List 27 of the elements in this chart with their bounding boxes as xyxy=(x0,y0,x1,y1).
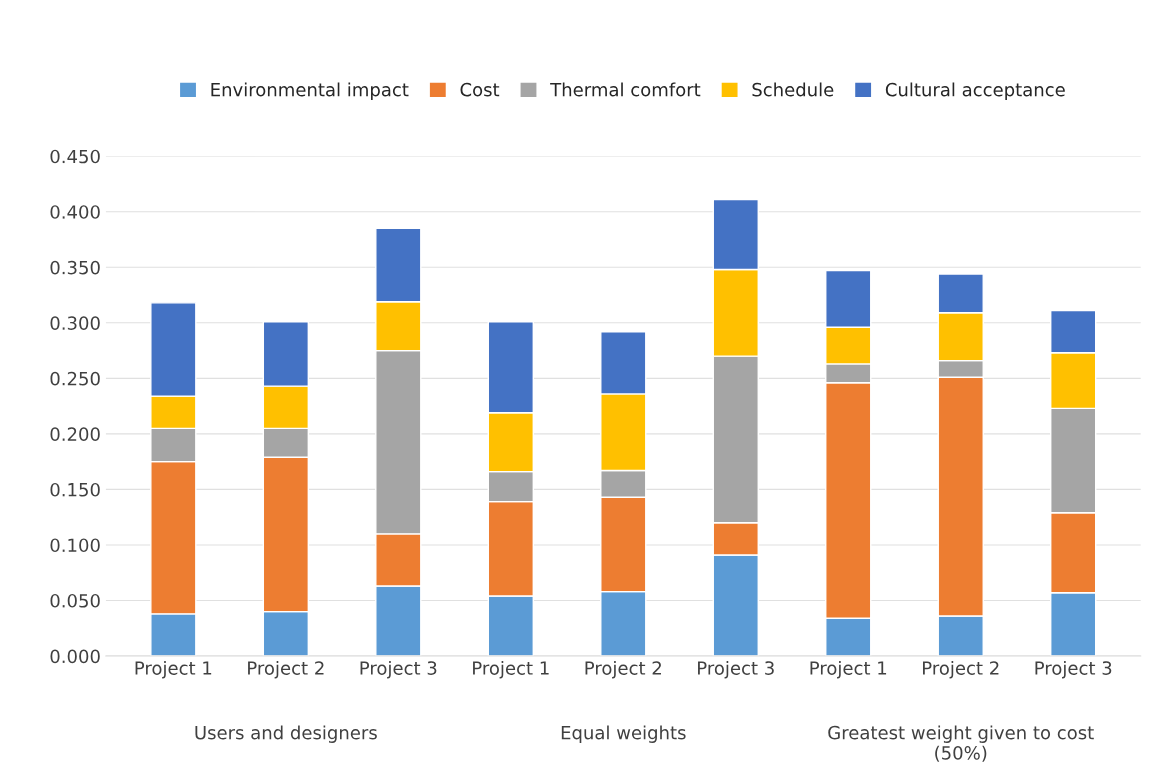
text: Users and designers xyxy=(195,725,377,743)
x-tick-label: Project 3 xyxy=(698,660,774,679)
legend-label: Schedule xyxy=(752,82,834,97)
x-tick-label: Project 1 xyxy=(135,660,212,679)
x-tick-label: Project 3 xyxy=(360,660,437,679)
y-tick-label: 0.200 xyxy=(50,427,100,442)
y-tick-label: 0.300 xyxy=(50,316,100,330)
y-tick-label: 0.050 xyxy=(50,593,100,608)
legend-label: Cultural acceptance xyxy=(885,82,1065,100)
x-tick-label: Project 3 xyxy=(1035,660,1112,679)
y-tick-label: 0.250 xyxy=(50,371,100,386)
y-tick-label: 0.000 xyxy=(50,649,100,664)
x-tick-label: Project 2 xyxy=(248,660,324,679)
y-tick-label: 0.350 xyxy=(50,260,100,275)
text: Equal weights xyxy=(561,725,686,743)
x-tick-label: Project 2 xyxy=(585,660,661,679)
x-tick-label: Project 2 xyxy=(923,660,999,679)
x-tick-label: Project 1 xyxy=(473,660,549,679)
y-tick-label: 0.100 xyxy=(50,538,100,553)
y-tick-label: 0.450 xyxy=(50,149,100,164)
legend-label: Environmental impact xyxy=(211,82,409,100)
x-tick-label: Project 1 xyxy=(810,660,887,679)
y-tick-label: 0.150 xyxy=(50,482,100,497)
y-tick-label: 0.400 xyxy=(50,205,100,219)
text: Greatest weight given to cost (50%) xyxy=(828,725,1094,762)
legend-label: Cost xyxy=(460,82,500,97)
legend-label: Thermal comfort xyxy=(550,82,701,97)
